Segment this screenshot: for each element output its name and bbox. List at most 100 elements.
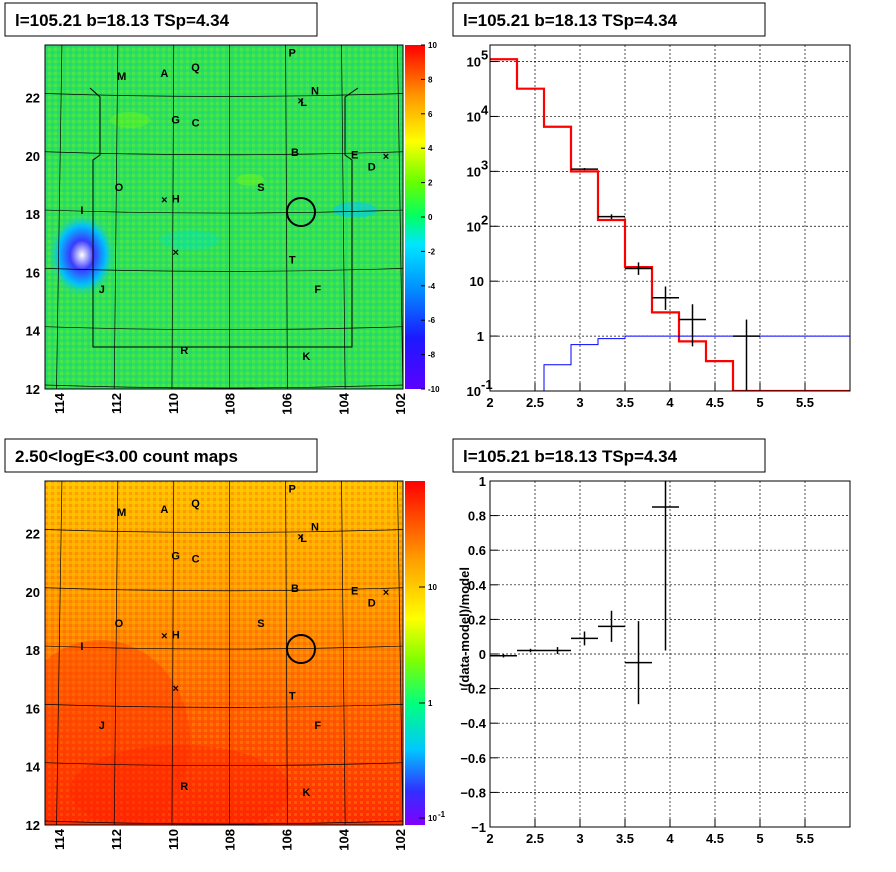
- source-label: L: [300, 97, 307, 109]
- x-tick-label: 2.5: [526, 831, 544, 846]
- y-tick-exponent: 2: [481, 212, 488, 227]
- source-label: F: [314, 720, 321, 732]
- source-label: T: [289, 255, 296, 267]
- source-label: R: [180, 781, 188, 793]
- y-tick-exponent: -1: [481, 377, 493, 392]
- source-label: A: [160, 504, 168, 516]
- colorbar-tick-label: -6: [428, 316, 436, 325]
- ratio-panel: 2 2.5 3 3.5 4 4.5 5 5.5 1 0.8 0.6 0.4 0.2 0 −0.2 −0.4 −…: [457, 474, 851, 846]
- parallel-line: [45, 704, 403, 708]
- candidate-circle: [286, 634, 316, 664]
- source-label: C: [192, 118, 200, 130]
- map-y-tick-label: 12: [26, 818, 40, 833]
- map-x-tick-label: 108: [223, 829, 238, 851]
- source-label: S: [257, 618, 264, 630]
- parallel-line: [45, 529, 403, 533]
- spectrum-x-ticks: 2 2.5 3 3.5 4 4.5 5 5.5: [486, 383, 814, 410]
- source-label: L: [300, 533, 307, 545]
- residual-map-x-ticks: 114 112 110 108 106 104 102: [52, 392, 408, 414]
- source-label: H: [172, 193, 180, 205]
- y-tick-label: −0.8: [460, 785, 486, 800]
- colorbar-tick-label: 6: [428, 110, 433, 119]
- parallel-line: [45, 93, 403, 97]
- meridian-line: [56, 481, 63, 825]
- x-tick-label: 3.5: [616, 831, 634, 846]
- source-marker: ×: [172, 683, 178, 695]
- map-y-tick-label: 16: [26, 701, 40, 716]
- map-x-tick-label: 110: [166, 393, 181, 414]
- y-tick-label: 0.4: [468, 578, 487, 593]
- map-x-tick-label: 102: [393, 829, 408, 851]
- ratio-y-axis-label: (data-model)/model: [457, 567, 472, 687]
- x-tick-label: 4: [666, 395, 674, 410]
- source-marker: ×: [383, 587, 389, 599]
- source-label: N: [311, 522, 319, 534]
- source-label: O: [115, 182, 124, 194]
- y-tick-label: 10: [467, 55, 481, 70]
- map-x-tick-label: 108: [223, 393, 238, 415]
- x-tick-label: 3.5: [616, 395, 634, 410]
- ratio-points: [490, 481, 679, 705]
- x-tick-label: 5.5: [796, 831, 814, 846]
- parallel-line: [45, 209, 403, 214]
- y-tick-label: −0.2: [460, 682, 486, 697]
- x-tick-label: 2.5: [526, 395, 544, 410]
- source-label: J: [99, 284, 105, 296]
- source-label: O: [115, 618, 124, 630]
- source-label: M: [117, 71, 126, 83]
- parallel-line: [45, 268, 403, 272]
- x-tick-label: 4.5: [706, 395, 724, 410]
- source-label: E: [351, 586, 358, 598]
- meridian-line: [56, 45, 63, 389]
- map-x-tick-label: 102: [393, 393, 408, 415]
- source-label: J: [99, 720, 105, 732]
- meridian-line: [341, 45, 346, 389]
- map-y-tick-label: 18: [26, 643, 40, 658]
- map-x-tick-label: 114: [52, 392, 67, 414]
- map-x-tick-label: 104: [336, 392, 351, 414]
- colorbar-tick-label: 10: [428, 814, 437, 823]
- ratio-title-box: l=105.21 b=18.13 TSp=4.34: [452, 438, 766, 473]
- coordinate-grid: [45, 481, 403, 825]
- y-tick-label: 1: [479, 474, 486, 489]
- map-x-tick-label: 110: [166, 829, 181, 850]
- ratio-title: l=105.21 b=18.13 TSp=4.34: [463, 447, 678, 466]
- colorbar-tick-label: 1: [428, 699, 433, 708]
- x-tick-label: 2: [486, 395, 493, 410]
- source-label: B: [291, 583, 299, 595]
- source-label: P: [289, 48, 296, 60]
- count-map-image: [45, 481, 403, 825]
- meridian-line: [397, 481, 403, 825]
- meridian-line: [397, 45, 403, 389]
- meridian-line: [285, 45, 288, 389]
- count-colorbar: [405, 481, 425, 825]
- y-tick-exponent: 4: [481, 102, 489, 117]
- spectrum-series: [490, 58, 850, 391]
- colorbar-tick-label: 0: [428, 213, 433, 222]
- y-tick-label: 0.2: [468, 612, 486, 627]
- map-y-tick-label: 14: [26, 760, 41, 775]
- parallel-line: [45, 384, 403, 389]
- coordinate-grid: [45, 45, 403, 389]
- roi-boundary: [89, 87, 359, 348]
- meridian-line: [171, 481, 175, 825]
- source-label: A: [160, 68, 168, 80]
- ratio-grid: [490, 481, 850, 827]
- meridian-line: [113, 481, 119, 825]
- count-map-frame: [44, 480, 404, 826]
- colorbar-tick-label: 10: [428, 41, 437, 50]
- y-tick-label: 10: [467, 164, 481, 179]
- source-label: I: [80, 205, 83, 217]
- source-label: H: [172, 629, 180, 641]
- x-tick-label: 5.5: [796, 395, 814, 410]
- source-label: C: [192, 554, 200, 566]
- parallel-line: [45, 151, 403, 156]
- y-tick-label: 0.6: [468, 543, 486, 558]
- parallel-line: [45, 587, 403, 592]
- x-tick-label: 3: [576, 395, 583, 410]
- source-marker: ×: [161, 195, 167, 207]
- colorbar-tick-label: -10: [428, 385, 440, 394]
